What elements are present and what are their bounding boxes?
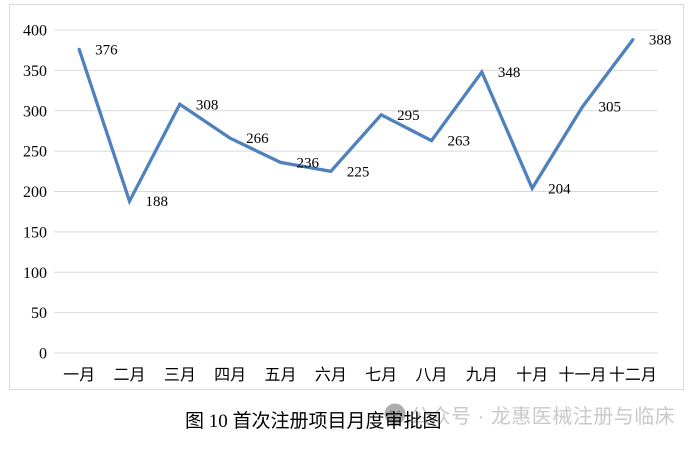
data-label: 348 bbox=[498, 65, 521, 81]
series-line bbox=[77, 38, 635, 206]
x-axis-tick-label: 六月 bbox=[315, 366, 347, 384]
x-axis-tick-label: 十二月 bbox=[609, 366, 657, 384]
x-axis-tick-label: 七月 bbox=[365, 366, 397, 384]
y-axis-tick-label: 0 bbox=[39, 346, 47, 363]
data-label: 204 bbox=[548, 181, 571, 197]
chart-frame: 0 50 100 150 200 250 300 350 400 一月 二月 三月 四月 五月 六月 七月 八… bbox=[9, 4, 684, 390]
data-label: 266 bbox=[246, 131, 269, 147]
line-chart: 0 50 100 150 200 250 300 350 400 一月 二月 三月 四月 五月 六月 七月 八… bbox=[23, 23, 671, 385]
x-axis-tick-label: 二月 bbox=[113, 367, 145, 384]
x-axis-tick-label: 三月 bbox=[164, 367, 196, 384]
y-axis-tick-label: 50 bbox=[31, 305, 47, 322]
y-axis-tick-label: 250 bbox=[23, 144, 47, 161]
y-axis-tick-label: 400 bbox=[23, 23, 47, 40]
data-label: 236 bbox=[297, 155, 320, 171]
y-axis-tick-label: 150 bbox=[23, 224, 47, 241]
data-label: 308 bbox=[196, 97, 219, 113]
x-axis-tick-label: 八月 bbox=[415, 367, 447, 384]
data-label: 295 bbox=[397, 108, 420, 124]
watermark: 公众号 · 龙惠医械注册与临床 bbox=[384, 402, 676, 428]
x-axis-tick-label: 一月 bbox=[63, 367, 95, 384]
y-axis-tick-label: 350 bbox=[23, 63, 47, 80]
watermark-text: 公众号 · 龙惠医械注册与临床 bbox=[410, 405, 676, 428]
x-axis-tick-label: 四月 bbox=[214, 367, 246, 384]
y-axis-tick-label: 200 bbox=[23, 184, 47, 201]
x-axis-tick-label: 十一月 bbox=[558, 366, 606, 384]
data-label: 188 bbox=[146, 194, 169, 210]
x-axis-tick-label: 九月 bbox=[466, 366, 498, 384]
y-axis-labels: 0 50 100 150 200 250 300 350 400 bbox=[23, 23, 47, 363]
data-label: 225 bbox=[347, 164, 370, 180]
data-labels: 376 188 308 266 236 225 295 263 348 204 305 388 bbox=[95, 33, 671, 211]
x-axis-labels: 一月 二月 三月 四月 五月 六月 七月 八月 九月 十月 十一月 十二月 bbox=[63, 366, 657, 384]
data-label: 376 bbox=[95, 42, 118, 58]
y-axis-tick-label: 100 bbox=[23, 265, 47, 282]
data-label: 263 bbox=[448, 134, 471, 150]
wechat-official-account-icon bbox=[384, 403, 406, 425]
data-label: 305 bbox=[599, 100, 622, 116]
series-polyline bbox=[77, 38, 635, 206]
x-axis-tick-label: 十月 bbox=[516, 366, 548, 384]
data-label: 388 bbox=[649, 33, 672, 49]
x-axis-tick-label: 五月 bbox=[264, 367, 296, 384]
y-axis-tick-label: 300 bbox=[23, 103, 47, 120]
chart-caption: 图 10 首次注册项目月度审批图 bbox=[185, 411, 442, 432]
